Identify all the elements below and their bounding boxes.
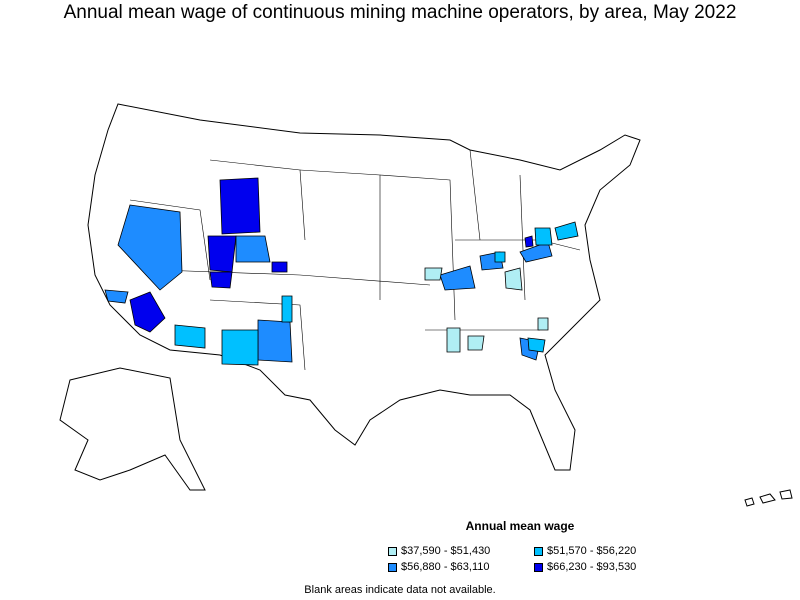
legend-item: $66,230 - $93,530 [534,561,636,573]
regions-low [424,267,549,353]
legend-item: $56,880 - $63,110 [388,561,489,573]
us-map [59,103,793,507]
legend-label: $66,230 - $93,530 [547,561,637,573]
regions-highest [129,177,534,333]
regions-mid [174,221,579,366]
legend-label: $51,570 - $56,220 [547,545,637,557]
legend-swatch-2 [534,546,543,556]
legend-item: $51,570 - $56,220 [534,545,636,557]
legend-title: Annual mean wage [465,519,575,533]
legend-item: $37,590 - $51,430 [388,545,490,557]
footnote: Blank areas indicate data not available. [304,584,496,596]
legend-swatch-3 [388,562,397,572]
legend-swatch-4 [534,562,543,572]
legend-label: $56,880 - $63,110 [401,561,490,573]
hawaii-outline [744,489,793,507]
alaska-outline [59,367,206,491]
legend-swatch-1 [388,546,397,556]
legend-label: $37,590 - $51,430 [401,545,491,557]
map-title: Annual mean wage of continuous mining ma… [63,2,737,23]
